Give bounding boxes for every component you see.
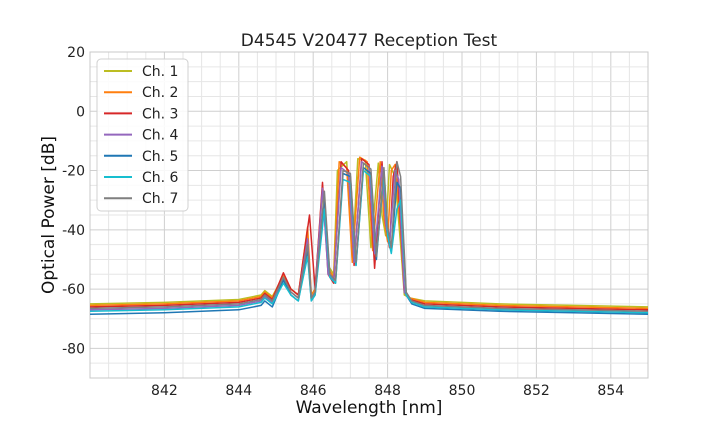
x-tick-label: 846: [300, 383, 327, 399]
legend-label-ch-7: Ch. 7: [142, 191, 178, 207]
plot-area: [89, 51, 649, 379]
series-lines: [89, 156, 649, 316]
legend-label-ch-6: Ch. 6: [142, 170, 179, 186]
chart-title: D4545 V20477 Reception Test: [241, 31, 498, 51]
y-tick-label: -40: [62, 223, 85, 239]
legend-label-ch-3: Ch. 3: [142, 106, 178, 122]
x-tick-label: 854: [597, 383, 624, 399]
x-axis-title: Wavelength [nm]: [296, 398, 443, 418]
legend-label-ch-4: Ch. 4: [142, 128, 179, 144]
y-tick-label: 20: [67, 45, 85, 61]
y-tick-label: -80: [62, 341, 85, 357]
tick-labels: 842 844 846 848 850 852 854 20 0 -20 -40 -60 -80: [62, 45, 624, 399]
y-tick-label: 0: [76, 104, 85, 120]
y-tick-label: -60: [62, 282, 85, 298]
legend-label-ch-1: Ch. 1: [142, 64, 178, 80]
legend-box: [96, 58, 189, 212]
series-line-ch-7: [89, 160, 649, 313]
y-tick-label: -20: [62, 164, 85, 180]
x-tick-label: 842: [151, 383, 178, 399]
legend-label-ch-5: Ch. 5: [142, 149, 178, 165]
x-tick-label: 852: [523, 383, 550, 399]
y-axis-title: Optical Power [dB]: [39, 136, 59, 294]
x-tick-label: 844: [225, 383, 252, 399]
legend-label-ch-2: Ch. 2: [142, 85, 178, 101]
x-tick-label: 848: [374, 383, 401, 399]
x-tick-label: 850: [449, 383, 476, 399]
legend: Ch. 1 Ch. 2 Ch. 3 Ch. 4 Ch. 5 Ch. 6 Ch. 7: [96, 58, 189, 212]
